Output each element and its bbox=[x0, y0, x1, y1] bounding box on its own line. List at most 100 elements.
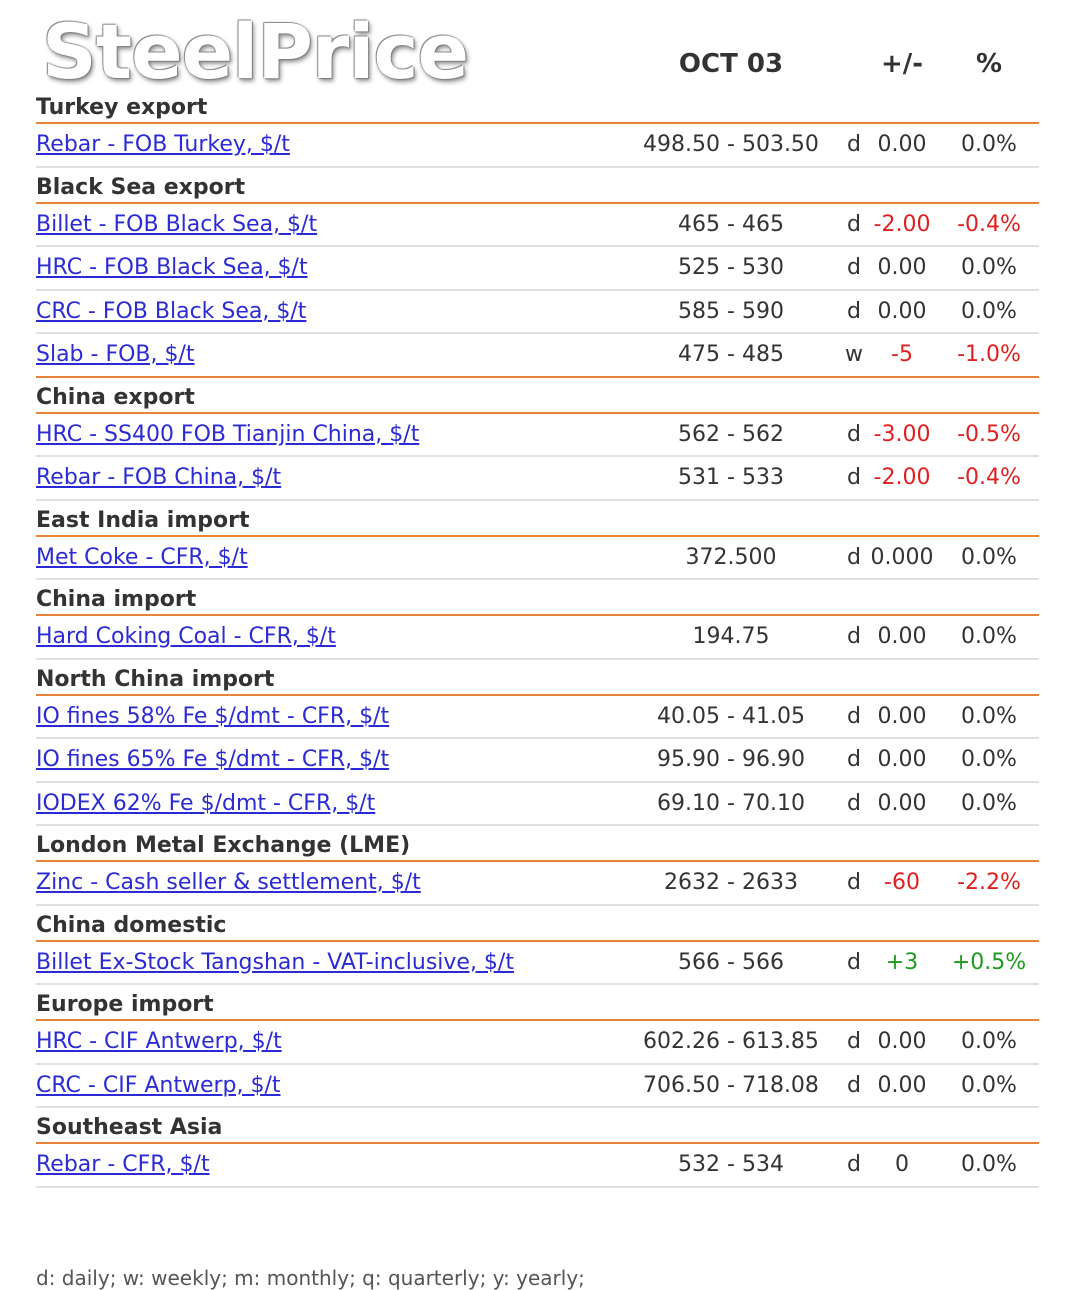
frequency-code: d bbox=[847, 1072, 861, 1098]
price-section: North China import IO fines 58% Fe $/dmt … bbox=[36, 660, 1039, 826]
product-link[interactable]: Billet - FOB Black Sea, $/t bbox=[36, 211, 318, 237]
percent-change: 0.0% bbox=[961, 790, 1017, 816]
product-link[interactable]: Met Coke - CFR, $/t bbox=[36, 544, 248, 570]
frequency-code: d bbox=[847, 465, 861, 490]
price-change: -3.00 bbox=[873, 421, 931, 447]
section-title: China export bbox=[36, 378, 1039, 414]
product-link[interactable]: Rebar - CFR, $/t bbox=[36, 1152, 210, 1177]
product-link[interactable]: IO fines 65% Fe $/dmt - CFR, $/t bbox=[36, 747, 390, 772]
price-range: 706.50 - 718.08 bbox=[643, 1072, 819, 1098]
product-link[interactable]: IODEX 62% Fe $/dmt - CFR, $/t bbox=[36, 790, 376, 816]
product-link[interactable]: Rebar - FOB Turkey, $/t bbox=[36, 132, 290, 157]
section-title: Black Sea export bbox=[36, 168, 1039, 204]
frequency-code: d bbox=[847, 949, 861, 975]
price-row: Hard Coking Coal - CFR, $/t 194.75 d 0.00 0.… bbox=[36, 616, 1039, 660]
price-range: 69.10 - 70.10 bbox=[657, 790, 805, 816]
price-table: Turkey export Rebar - FOB Turkey, $/t 498.… bbox=[36, 88, 1039, 1188]
percent-change: -0.4% bbox=[957, 465, 1021, 490]
frequency-code: d bbox=[847, 1029, 861, 1054]
price-range: 602.26 - 613.85 bbox=[643, 1029, 819, 1054]
column-header-change: +/- bbox=[880, 49, 924, 79]
price-section: Turkey export Rebar - FOB Turkey, $/t 498.… bbox=[36, 88, 1039, 168]
frequency-code: d bbox=[847, 703, 861, 729]
percent-change: 0.0% bbox=[961, 747, 1017, 772]
product-link[interactable]: HRC - FOB Black Sea, $/t bbox=[36, 255, 308, 280]
price-range: 372.500 bbox=[685, 544, 777, 570]
price-row: HRC - SS400 FOB Tianjin China, $/t 562 - … bbox=[36, 414, 1039, 457]
product-link[interactable]: HRC - CIF Antwerp, $/t bbox=[36, 1029, 282, 1054]
price-range: 532 - 534 bbox=[678, 1152, 784, 1177]
price-range: 566 - 566 bbox=[678, 949, 784, 975]
frequency-code: d bbox=[847, 747, 861, 772]
section-title: North China import bbox=[36, 660, 1039, 696]
percent-change: 0.0% bbox=[961, 624, 1017, 649]
price-section: China import Hard Coking Coal - CFR, $/t 1… bbox=[36, 580, 1039, 660]
product-link[interactable]: HRC - SS400 FOB Tianjin China, $/t bbox=[36, 421, 420, 447]
price-change: 0.000 bbox=[870, 544, 934, 570]
price-row: Zinc - Cash seller & settlement, $/t 2632… bbox=[36, 862, 1039, 906]
price-range: 475 - 485 bbox=[678, 342, 784, 367]
price-range: 2632 - 2633 bbox=[664, 870, 798, 895]
percent-change: 0.0% bbox=[961, 255, 1017, 280]
price-change: 0.00 bbox=[877, 790, 927, 816]
price-change: -60 bbox=[884, 870, 920, 895]
product-link[interactable]: IO fines 58% Fe $/dmt - CFR, $/t bbox=[36, 703, 390, 729]
percent-change: 0.0% bbox=[961, 132, 1017, 157]
price-change: 0.00 bbox=[877, 132, 927, 157]
section-title: Southeast Asia bbox=[36, 1108, 1039, 1144]
price-range: 465 - 465 bbox=[678, 211, 784, 237]
column-header-date: OCT 03 bbox=[678, 49, 784, 79]
product-link[interactable]: Zinc - Cash seller & settlement, $/t bbox=[36, 870, 421, 895]
price-change: 0.00 bbox=[877, 747, 927, 772]
price-change: 0.00 bbox=[877, 298, 927, 324]
product-link[interactable]: Hard Coking Coal - CFR, $/t bbox=[36, 624, 336, 649]
price-section: Southeast Asia Rebar - CFR, $/t 532 - 534 d… bbox=[36, 1108, 1039, 1188]
price-range: 585 - 590 bbox=[678, 298, 784, 324]
product-link[interactable]: CRC - CIF Antwerp, $/t bbox=[36, 1072, 281, 1098]
percent-change: -2.2% bbox=[957, 870, 1021, 895]
product-link[interactable]: Slab - FOB, $/t bbox=[36, 342, 195, 367]
price-row: Slab - FOB, $/t 475 - 485 w -5 -1.0% bbox=[36, 334, 1039, 378]
product-link[interactable]: Billet Ex-Stock Tangshan - VAT-inclusive… bbox=[36, 949, 514, 975]
price-row: IODEX 62% Fe $/dmt - CFR, $/t 69.10 - 70.… bbox=[36, 783, 1039, 826]
percent-change: 0.0% bbox=[961, 1072, 1017, 1098]
price-section: Black Sea export Billet - FOB Black Sea, … bbox=[36, 168, 1039, 378]
price-section: East India import Met Coke - CFR, $/t 372.… bbox=[36, 501, 1039, 580]
price-row: Billet Ex-Stock Tangshan - VAT-inclusive… bbox=[36, 942, 1039, 985]
price-range: 562 - 562 bbox=[678, 421, 784, 447]
price-range: 95.90 - 96.90 bbox=[657, 747, 805, 772]
price-change: +3 bbox=[885, 949, 919, 975]
percent-change: 0.0% bbox=[961, 1152, 1017, 1177]
frequency-code: d bbox=[847, 132, 861, 157]
percent-change: -0.5% bbox=[957, 421, 1021, 447]
frequency-code: d bbox=[847, 790, 861, 816]
frequency-code: d bbox=[847, 870, 861, 895]
frequency-legend: d: daily; w: weekly; m: monthly; q: quar… bbox=[36, 1266, 585, 1290]
price-row: IO fines 58% Fe $/dmt - CFR, $/t 40.05 - … bbox=[36, 696, 1039, 739]
steelprice-logo: SteelPrice bbox=[42, 7, 469, 96]
price-row: Rebar - FOB Turkey, $/t 498.50 - 503.50 d 0… bbox=[36, 124, 1039, 168]
price-change: 0.00 bbox=[877, 255, 927, 280]
percent-change: -1.0% bbox=[957, 342, 1021, 367]
percent-change: -0.4% bbox=[957, 211, 1021, 237]
price-row: HRC - FOB Black Sea, $/t 525 - 530 d 0.00 0.… bbox=[36, 247, 1039, 291]
price-row: Rebar - FOB China, $/t 531 - 533 d -2.00 -0.… bbox=[36, 457, 1039, 501]
price-row: IO fines 65% Fe $/dmt - CFR, $/t 95.90 - … bbox=[36, 739, 1039, 783]
price-row: Billet - FOB Black Sea, $/t 465 - 465 d -2.… bbox=[36, 204, 1039, 247]
frequency-code: d bbox=[847, 544, 861, 570]
price-section: China domestic Billet Ex-Stock Tangshan -… bbox=[36, 906, 1039, 985]
frequency-code: d bbox=[847, 421, 861, 447]
price-change: -5 bbox=[891, 342, 913, 367]
section-title: East India import bbox=[36, 501, 1039, 537]
price-range: 194.75 bbox=[692, 624, 770, 649]
product-link[interactable]: Rebar - FOB China, $/t bbox=[36, 465, 282, 490]
price-section: London Metal Exchange (LME) Zinc - Cash s… bbox=[36, 826, 1039, 906]
price-change: 0 bbox=[895, 1152, 909, 1177]
section-title: China import bbox=[36, 580, 1039, 616]
frequency-code: d bbox=[847, 211, 861, 237]
percent-change: +0.5% bbox=[951, 949, 1027, 975]
product-link[interactable]: CRC - FOB Black Sea, $/t bbox=[36, 298, 307, 324]
section-title: London Metal Exchange (LME) bbox=[36, 826, 1039, 862]
price-range: 498.50 - 503.50 bbox=[643, 132, 819, 157]
section-title: China domestic bbox=[36, 906, 1039, 942]
